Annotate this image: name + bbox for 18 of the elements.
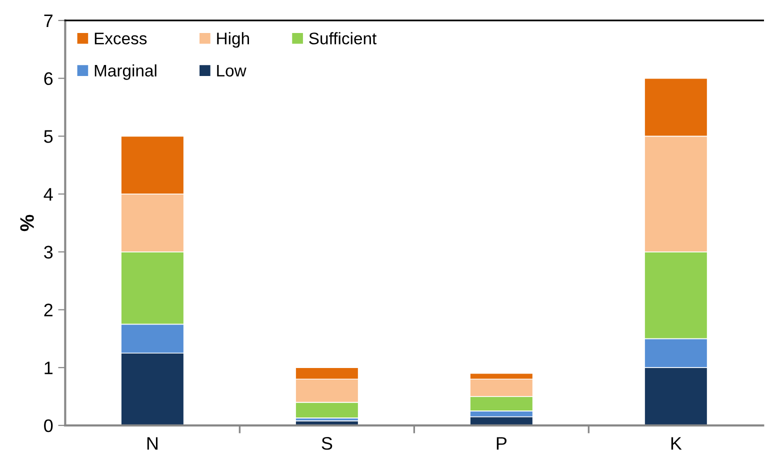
y-tick-label: 5 — [44, 130, 53, 143]
y-tick-label: 3 — [44, 246, 53, 259]
x-tick-label: P — [496, 437, 506, 450]
y-tick-label: 4 — [44, 188, 53, 201]
y-axis-title: % — [20, 214, 34, 232]
legend-label: Low — [217, 64, 246, 77]
y-tick-label: 7 — [44, 14, 52, 28]
x-tick-label: K — [671, 437, 682, 450]
y-tick-label: 1 — [44, 362, 53, 374]
legend-label: Sufficient — [309, 32, 377, 44]
y-tick-label: 2 — [44, 304, 52, 316]
y-tick-label: 0 — [44, 419, 53, 432]
x-tick-label: N — [147, 437, 158, 450]
legend-label: High — [217, 32, 249, 48]
legend-label: Excess — [94, 32, 147, 44]
y-tick-label: 6 — [44, 72, 53, 86]
legend-label: Marginal — [94, 64, 156, 80]
x-tick-label: S — [322, 437, 332, 450]
